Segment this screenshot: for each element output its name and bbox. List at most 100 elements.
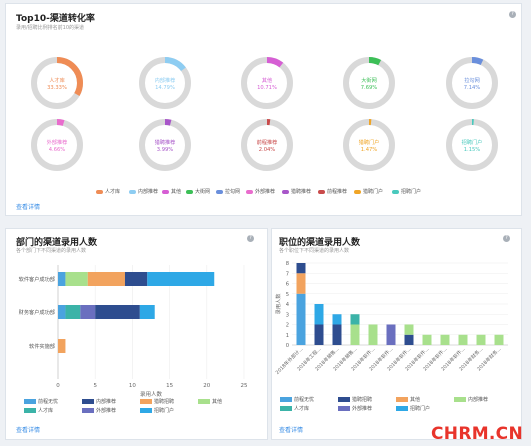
bar-segment[interactable] (350, 324, 360, 346)
bar-segment[interactable] (422, 334, 432, 345)
bar-segment[interactable] (476, 334, 486, 345)
y-tick-label: 6 (286, 282, 289, 288)
legend-swatch (162, 189, 169, 194)
bar-segment[interactable] (296, 293, 306, 345)
legend-item[interactable]: 招聘门户 (396, 405, 430, 412)
view-details-link[interactable]: 查看详情 (16, 204, 41, 211)
card-subtitle: 各个职位下不同渠道的录用人数 (279, 248, 350, 254)
legend-swatch (96, 189, 103, 194)
bar-segment[interactable] (296, 263, 306, 274)
legend-item[interactable]: 外部推荐 (82, 407, 116, 414)
donut-label: 外部推荐 (47, 138, 68, 146)
bar-segment[interactable] (368, 324, 378, 346)
bar-segment[interactable] (314, 304, 324, 325)
legend-swatch (186, 189, 193, 194)
bar-segment[interactable] (440, 334, 450, 345)
donut-percent: 2.04% (259, 147, 276, 153)
legend-item[interactable]: 拉勾网 (216, 188, 240, 195)
bar-segment[interactable] (458, 334, 468, 345)
bar-segment[interactable] (87, 272, 125, 286)
legend-item[interactable]: 大街网 (186, 188, 210, 195)
donut-arc (31, 57, 83, 109)
y-tick-label: 3 (286, 312, 289, 318)
card-subtitle: 录用/招聘比例排名前10的渠道 (16, 25, 85, 31)
donut-label: 其他 (262, 76, 272, 84)
legend-item[interactable]: 人才库 (24, 407, 53, 414)
bar-segment[interactable] (494, 334, 504, 345)
legend-item[interactable]: 猎聘门户 (354, 188, 383, 195)
legend-swatch (82, 399, 94, 404)
donut-label: 猎聘门户 (359, 138, 380, 146)
legend-item[interactable]: 招聘门户 (140, 407, 174, 414)
bar-segment[interactable] (95, 305, 140, 319)
donut-percent: 4.66% (49, 147, 66, 153)
donut-percent: 33.33% (47, 85, 67, 91)
bar-segment[interactable] (80, 305, 96, 319)
legend-item[interactable]: 内部推荐 (129, 188, 158, 195)
legend-swatch (198, 399, 210, 404)
bar-segment[interactable] (124, 272, 148, 286)
legend-item[interactable]: 人才库 (280, 405, 309, 412)
dept-channel-card: 部门的渠道录用人数 各个部门下不同渠道的录用人数 ? 0 5 10 15 20 25 录用人… (5, 228, 268, 440)
bar-segment[interactable] (147, 272, 215, 286)
legend-item[interactable]: 猎聘推荐 (282, 188, 311, 195)
legend-item[interactable]: 其他 (198, 398, 222, 405)
bar-segment[interactable] (296, 273, 306, 294)
legend-item[interactable]: 其他 (396, 396, 420, 403)
legend-swatch (216, 189, 223, 194)
bar-segment[interactable] (404, 324, 414, 335)
legend-item[interactable]: 内部推荐 (454, 396, 488, 403)
help-icon[interactable]: ? (509, 11, 516, 18)
legend-item[interactable]: 其他 (162, 188, 181, 195)
donut-arc (139, 57, 191, 109)
legend-item[interactable]: 外部推荐 (338, 405, 372, 412)
donut-arc (241, 57, 293, 109)
legend-item[interactable]: 猎聘招聘 (140, 398, 174, 405)
bar-segment[interactable] (65, 272, 88, 286)
legend-item[interactable]: 内部推荐 (82, 398, 116, 405)
view-details-link[interactable]: 查看详情 (279, 427, 304, 434)
view-details-link[interactable]: 查看详情 (16, 427, 41, 434)
help-icon[interactable]: ? (503, 235, 510, 242)
bar-segment[interactable] (350, 314, 360, 325)
bar-segment[interactable] (139, 305, 155, 319)
y-tick-label: 8 (286, 261, 289, 267)
x-tick-label: 5 (93, 383, 97, 389)
y-tick-label: 4 (286, 302, 290, 308)
legend-swatch (280, 406, 292, 411)
legend-item[interactable]: 前程推荐 (318, 188, 347, 195)
legend-item[interactable]: 人才库 (96, 188, 120, 195)
legend-swatch (140, 408, 152, 413)
legend-item[interactable]: 招聘门户 (392, 188, 421, 195)
help-icon[interactable]: ? (247, 235, 254, 242)
bar-segment[interactable] (58, 272, 66, 286)
legend-swatch (318, 189, 325, 194)
bar-segment[interactable] (332, 314, 342, 325)
legend-swatch (129, 189, 136, 194)
position-channel-card: 职位的渠道录用人数 各个职位下不同渠道的录用人数 ? 0 1 2 3 4 5 6 7 8 录用人数… (271, 228, 522, 440)
legend-item[interactable]: 前程无忧 (280, 396, 314, 403)
bar-segment[interactable] (386, 324, 396, 346)
bar-segment[interactable] (404, 334, 414, 345)
bar-segment[interactable] (65, 305, 81, 319)
bar-segment[interactable] (314, 324, 324, 346)
bar-segment[interactable] (332, 324, 342, 346)
legend-item[interactable]: 外部推荐 (246, 188, 275, 195)
legend-item[interactable]: 前程无忧 (24, 398, 58, 405)
bar-segment[interactable] (58, 339, 66, 353)
bar-segment[interactable] (58, 305, 66, 319)
legend-item[interactable]: 猎聘招聘 (338, 396, 372, 403)
x-tick-label: 0 (56, 383, 60, 389)
legend-swatch (82, 408, 94, 413)
